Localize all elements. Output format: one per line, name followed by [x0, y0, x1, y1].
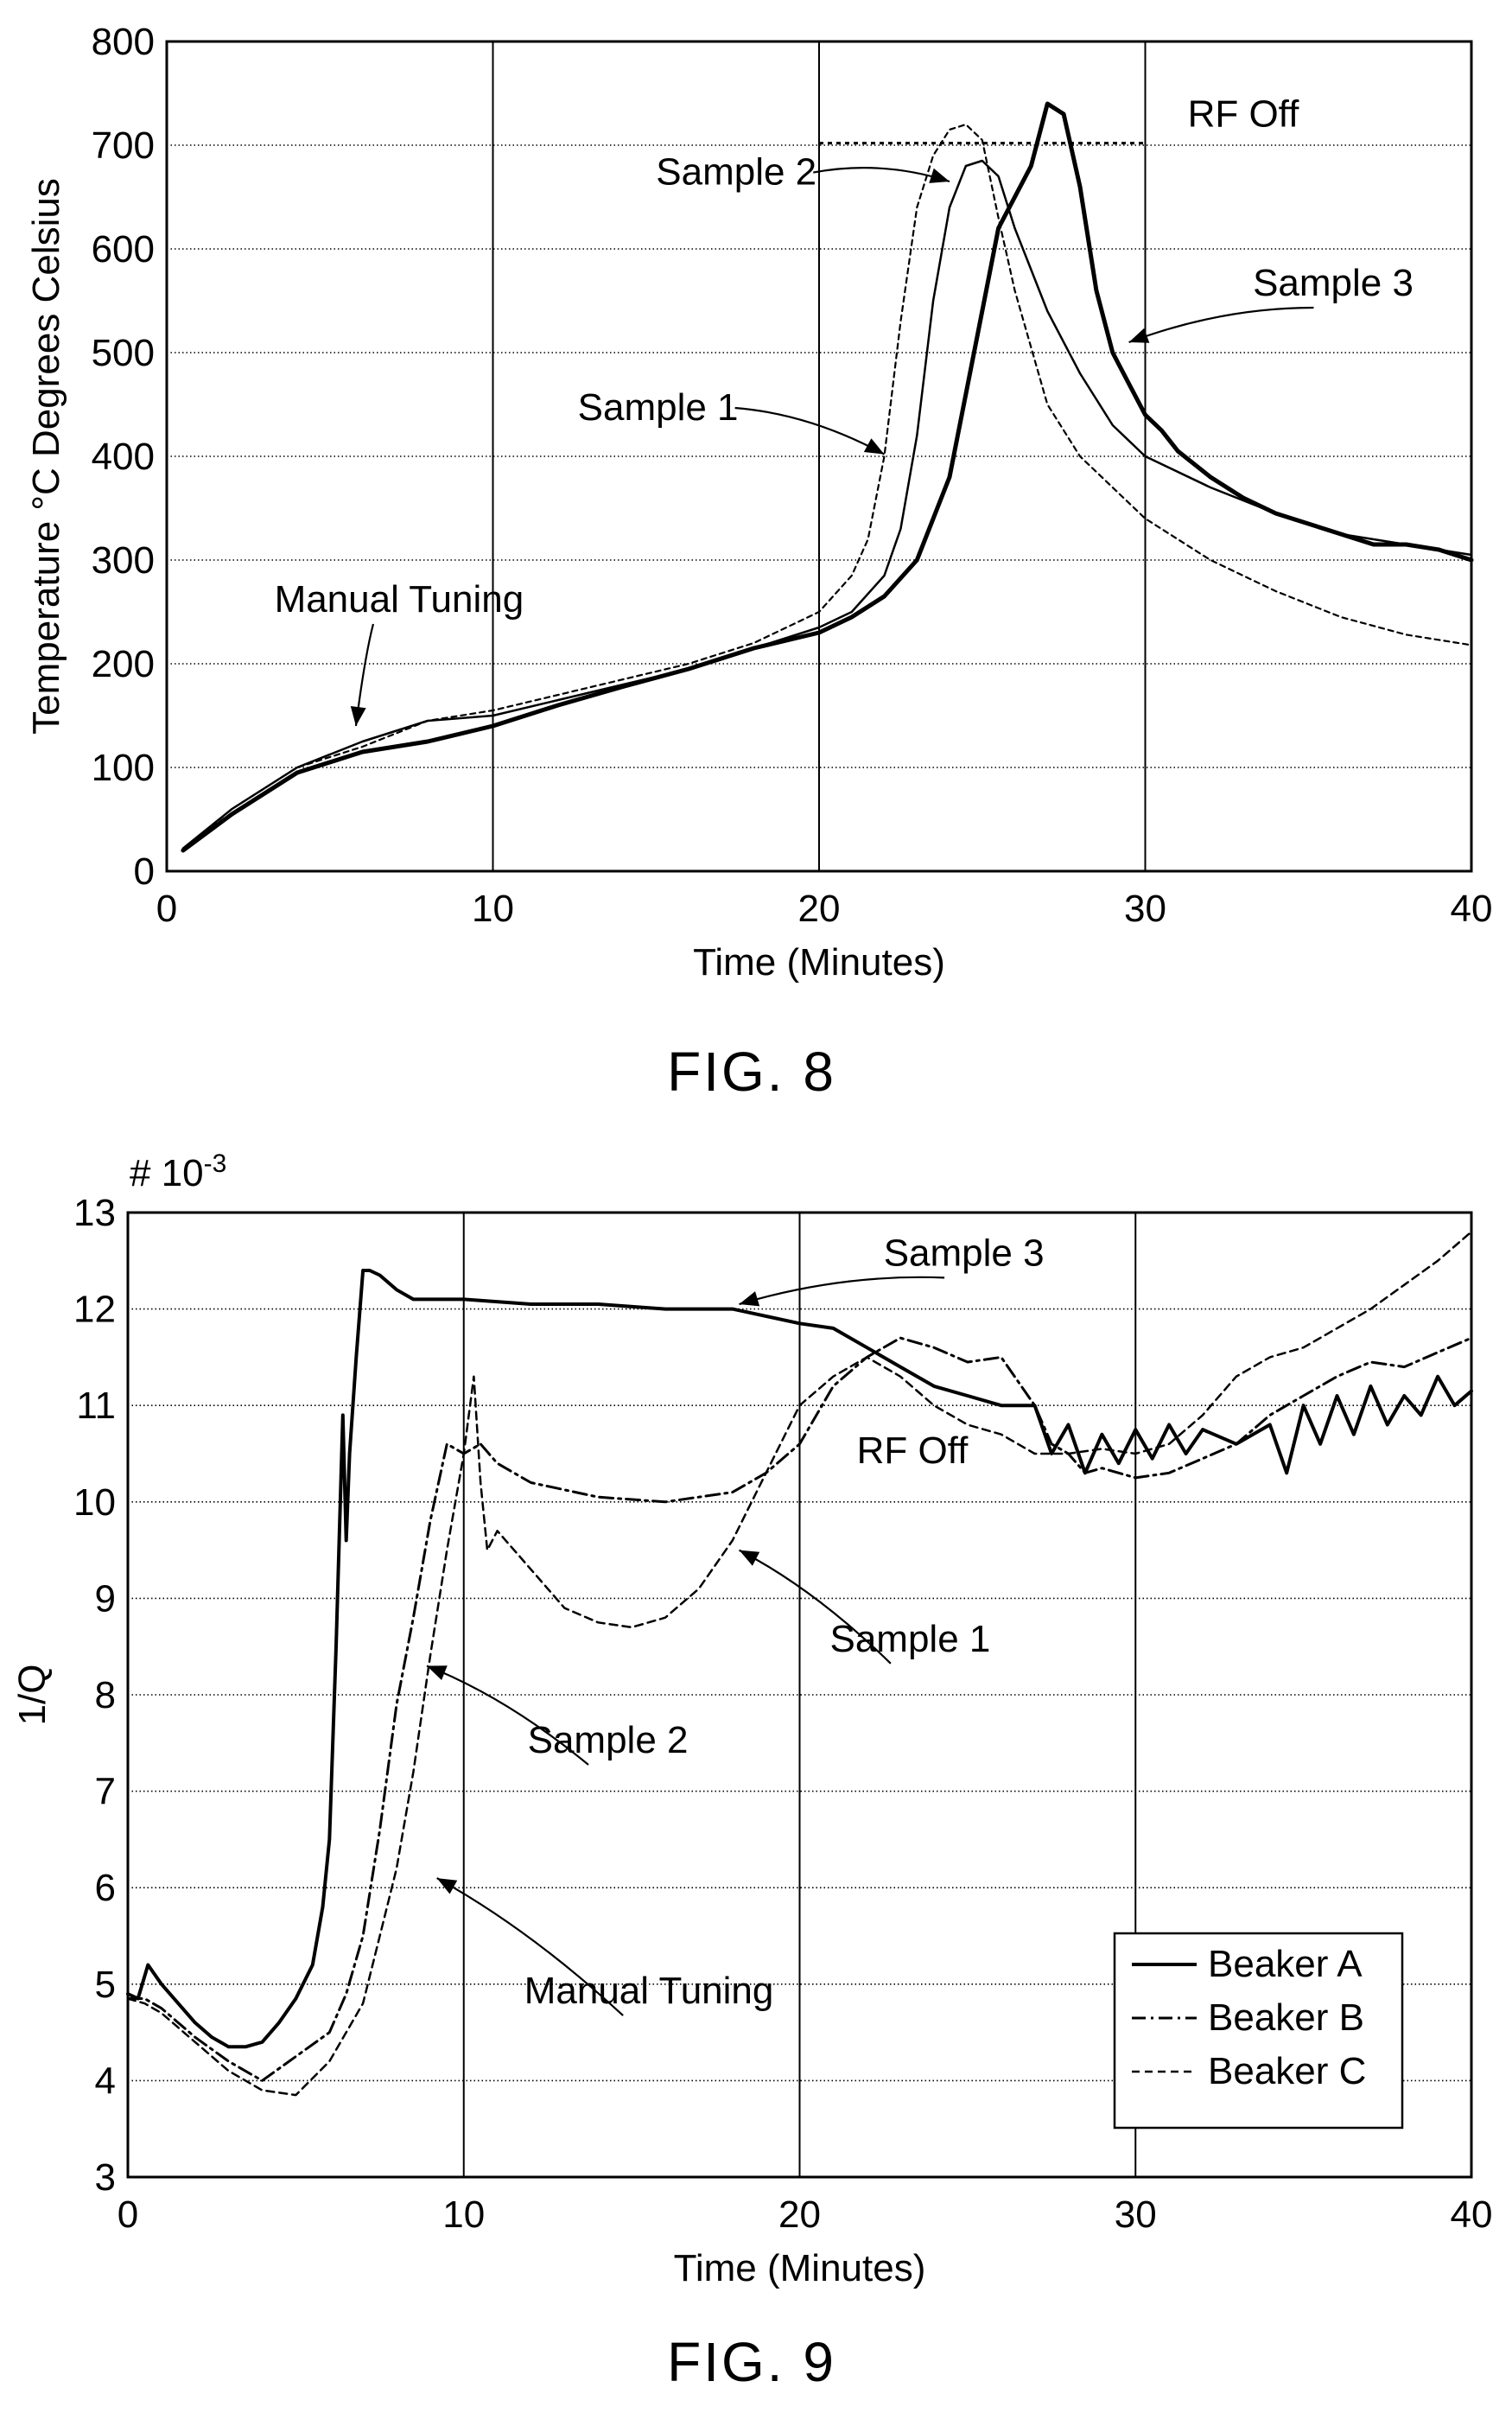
annotation-arrow	[739, 1276, 945, 1306]
figure-label-fig8: FIG. 8	[667, 1041, 836, 1103]
legend: Beaker A Beaker B Beaker C	[1113, 1932, 1404, 2130]
arrow-head	[863, 438, 885, 455]
x-tick-label: 0	[118, 2193, 138, 2236]
arrow-head	[929, 168, 950, 183]
series-line-1	[126, 1336, 1473, 2082]
plot-frame	[165, 40, 1473, 873]
x-tick-labels: 0 10 20 30 40	[156, 888, 1493, 930]
legend-label: Beaker A	[1208, 1943, 1363, 1985]
y-axis-label: Temperature °C Degrees Celsius	[25, 178, 67, 735]
annotation-label: RF Off	[1188, 92, 1300, 135]
y-tick-label: 0	[134, 850, 155, 893]
arrow-head	[426, 1665, 448, 1681]
x-tick-label: 40	[1451, 888, 1493, 930]
arrow-head	[739, 1291, 760, 1307]
chart-fig9: Sample 3 RF Off Sample 1 Sample 2 Manual Tun…	[11, 1149, 1492, 2289]
y-tick-label: 700	[92, 124, 155, 167]
annotation-arrow	[734, 406, 886, 455]
series-line-0	[126, 1269, 1473, 2049]
annotation-label: Sample 1	[578, 386, 739, 429]
arrow-head	[1128, 328, 1150, 343]
annotation-label: Sample 3	[884, 1232, 1045, 1274]
y-tick-label: 100	[92, 747, 155, 789]
annotation-layer: RF Off Sample 2 Sample 3 Sample 1 Manual Tun…	[275, 92, 1414, 727]
plot-frame	[126, 1211, 1473, 2179]
annotation-arrow	[1128, 306, 1314, 344]
x-tick-label: 20	[798, 888, 841, 930]
y-tick-label: 9	[95, 1577, 116, 1620]
legend-label: Beaker B	[1208, 1996, 1364, 2039]
y-tick-label: 400	[92, 436, 155, 478]
y-tick-label: 4	[95, 2060, 116, 2102]
annotation-layer: Sample 3 RF Off Sample 1 Sample 2 Manual Tun…	[426, 1232, 1045, 2016]
x-tick-label: 10	[472, 888, 514, 930]
y-tick-label: 12	[73, 1289, 116, 1331]
x-tick-label: 30	[1115, 2193, 1157, 2236]
figure-label-fig9: FIG. 9	[667, 2331, 836, 2393]
y-tick-label: 3	[95, 2156, 116, 2199]
y-tick-label: 800	[92, 21, 155, 63]
y-tick-label: 6	[95, 1867, 116, 1909]
series-line-2	[126, 1231, 1473, 2097]
arrow-head	[739, 1550, 760, 1566]
x-tick-label: 40	[1451, 2193, 1493, 2236]
y-tick-label: 500	[92, 332, 155, 374]
y-tick-labels: 0 100 200 300 400 500 600 700 800	[92, 21, 155, 893]
series-line-1	[181, 123, 1473, 852]
multiplier-base: # 10	[130, 1152, 204, 1194]
y-tick-label: 11	[76, 1385, 116, 1427]
series-layer	[181, 101, 1474, 853]
series-layer	[126, 1231, 1473, 2097]
arrow-head	[436, 1878, 458, 1894]
y-tick-label: 10	[73, 1481, 116, 1524]
y-tick-label: 200	[92, 643, 155, 685]
x-tick-labels: 0 10 20 30 40	[118, 2193, 1493, 2236]
x-tick-label: 0	[156, 888, 177, 930]
x-tick-label: 20	[778, 2193, 821, 2236]
y-tick-label: 5	[95, 1964, 116, 2006]
chart-fig8: RF Off Sample 2 Sample 3 Sample 1 Manual Tun…	[25, 21, 1492, 984]
annotation-label: RF Off	[857, 1429, 969, 1472]
annotation-label: Sample 3	[1253, 262, 1414, 304]
y-tick-label: 600	[92, 228, 155, 271]
x-tick-label: 10	[442, 2193, 485, 2236]
annotation-label: Sample 2	[656, 151, 816, 194]
y-tick-label: 7	[95, 1771, 116, 1813]
legend-label: Beaker C	[1208, 2050, 1366, 2092]
multiplier-label: # 10-3	[130, 1149, 226, 1194]
annotation-arrow	[436, 1877, 624, 2016]
series-line-0	[181, 159, 1473, 850]
arrow-head	[350, 706, 366, 726]
x-axis-label: Time (Minutes)	[693, 941, 945, 984]
annotation-label: Sample 1	[829, 1618, 990, 1660]
y-tick-label: 300	[92, 539, 155, 582]
y-tick-label: 13	[73, 1192, 116, 1234]
y-tick-labels: 3 4 5 6 7 8 9 10 11 12 13	[73, 1192, 116, 2199]
x-axis-label: Time (Minutes)	[674, 2247, 926, 2289]
annotation-label: Manual Tuning	[275, 578, 524, 621]
y-axis-label: 1/Q	[11, 1665, 54, 1726]
x-tick-label: 30	[1124, 888, 1166, 930]
annotation-arrow	[426, 1665, 589, 1766]
series-line-2	[181, 101, 1474, 853]
annotation-label: Sample 2	[528, 1719, 689, 1761]
annotation-label: Manual Tuning	[524, 1970, 774, 2012]
y-tick-label: 8	[95, 1674, 116, 1716]
multiplier-exponent: -3	[204, 1149, 227, 1178]
annotation-arrow	[739, 1549, 892, 1665]
